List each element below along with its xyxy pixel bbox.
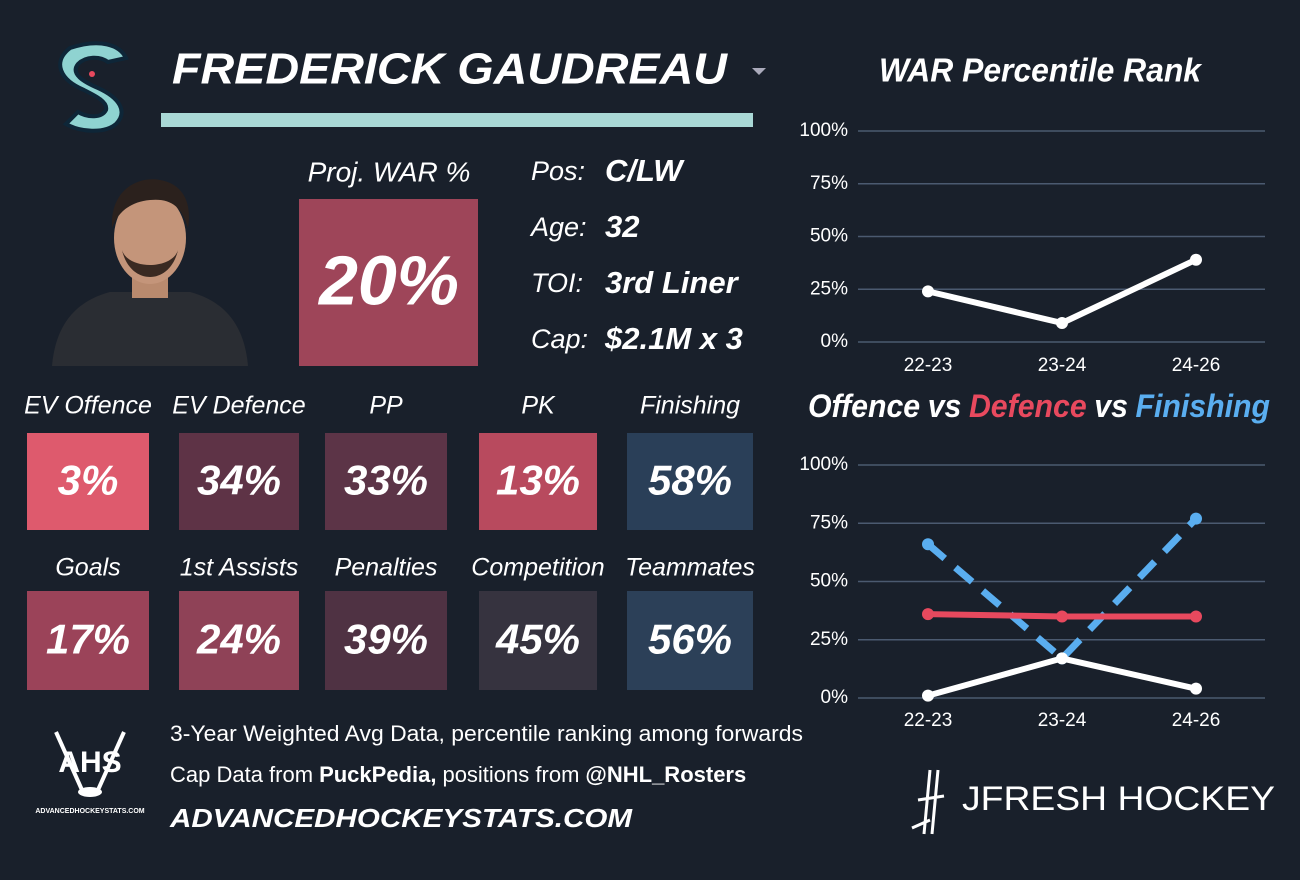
point bbox=[1056, 652, 1068, 665]
y-tick-label: 100% bbox=[799, 120, 848, 141]
tile bbox=[325, 591, 447, 690]
profile-value: 3rd Liner bbox=[605, 265, 740, 300]
dropdown-caret[interactable] bbox=[752, 68, 766, 75]
x-tick-label: 23-24 bbox=[1038, 710, 1087, 731]
tile bbox=[325, 433, 447, 530]
tile-label: Teammates bbox=[625, 554, 755, 582]
projection-label: Proj. WAR % bbox=[308, 156, 471, 187]
profile-label: Age: bbox=[529, 212, 587, 242]
tiles: EV Offence 3% EV Defence 34% PP 33% PK 13% Finis… bbox=[24, 392, 755, 690]
point bbox=[922, 285, 934, 298]
player-photo bbox=[52, 179, 248, 366]
title-joiner: vs bbox=[1094, 388, 1128, 424]
x-tick-label: 23-24 bbox=[1038, 355, 1087, 376]
y-tick-label: 50% bbox=[810, 226, 848, 247]
tile-label: Goals bbox=[55, 554, 120, 582]
point bbox=[1190, 512, 1202, 525]
name-underline bbox=[161, 113, 753, 127]
ahs-logo-text: AHS bbox=[58, 746, 121, 779]
ahs-logo-site: ADVANCEDHOCKEYSTATS.COM bbox=[35, 808, 144, 815]
tile bbox=[627, 433, 753, 530]
tile-value: 45% bbox=[495, 616, 580, 663]
point bbox=[1056, 317, 1068, 330]
tile-label: Finishing bbox=[640, 392, 740, 420]
y-tick-label: 25% bbox=[810, 629, 848, 650]
point bbox=[1190, 610, 1202, 623]
x-tick-label: 22-23 bbox=[904, 355, 953, 376]
cap-prefix: Cap Data from bbox=[170, 762, 313, 787]
positions-prefix: positions from bbox=[442, 762, 579, 787]
tile bbox=[627, 591, 753, 690]
projection-box bbox=[299, 199, 478, 366]
point bbox=[1056, 610, 1068, 623]
point bbox=[922, 689, 934, 702]
tile-label: EV Offence bbox=[24, 392, 152, 420]
point bbox=[922, 538, 934, 551]
title-joiner: vs bbox=[928, 388, 962, 424]
profile: Pos: C/LW Age: 32 TOI: 3rd Liner Cap: $2.1M x 3 bbox=[529, 153, 743, 356]
y-tick-label: 0% bbox=[821, 331, 849, 352]
footer-note: 3-Year Weighted Avg Data, percentile ran… bbox=[170, 721, 803, 746]
y-tick-label: 75% bbox=[810, 512, 848, 533]
tile bbox=[27, 433, 149, 530]
chart-title: Offencevs Defencevs Finishing bbox=[808, 388, 1270, 424]
tile bbox=[479, 591, 597, 690]
tile-label: PP bbox=[369, 392, 403, 420]
y-tick-label: 0% bbox=[821, 687, 849, 708]
y-tick-label: 75% bbox=[810, 173, 848, 194]
tile-value: 24% bbox=[196, 616, 281, 663]
tile-label: Penalties bbox=[335, 554, 438, 582]
tile bbox=[479, 433, 597, 530]
profile-value: C/LW bbox=[605, 153, 685, 188]
point bbox=[1190, 682, 1202, 695]
chart-title: WAR Percentile Rank bbox=[879, 52, 1203, 89]
tile bbox=[179, 433, 299, 530]
x-tick-label: 22-23 bbox=[904, 710, 953, 731]
tile-value: 17% bbox=[46, 616, 130, 663]
tile bbox=[27, 591, 149, 690]
y-tick-label: 50% bbox=[810, 571, 848, 592]
profile-label: Cap: bbox=[531, 324, 588, 354]
footer-sources: Cap Data from PuckPedia, positions from @NH… bbox=[170, 762, 746, 787]
tile-label: Competition bbox=[471, 554, 604, 582]
tile-label: PK bbox=[521, 392, 556, 420]
legend-entry: Defence bbox=[969, 388, 1087, 424]
x-tick-label: 24-26 bbox=[1172, 710, 1221, 731]
tile-value: 58% bbox=[648, 457, 732, 504]
x-tick-label: 24-26 bbox=[1172, 355, 1221, 376]
y-tick-label: 100% bbox=[799, 454, 848, 475]
tile-value: 34% bbox=[197, 457, 281, 504]
cap-source: PuckPedia, bbox=[319, 762, 436, 787]
legend-entry: Offence bbox=[808, 388, 920, 424]
tile-value: 13% bbox=[496, 457, 580, 504]
positions-source: @NHL_Rosters bbox=[585, 762, 746, 787]
profile-value: 32 bbox=[605, 209, 639, 244]
point bbox=[1190, 253, 1202, 266]
line bbox=[925, 516, 1199, 662]
profile-label: TOI: bbox=[531, 268, 583, 298]
tile-label: EV Defence bbox=[172, 392, 305, 420]
tile-value: 3% bbox=[58, 457, 119, 504]
player-name: FREDERICK GAUDREAU bbox=[172, 45, 728, 94]
brand-text: JFRESH HOCKEY bbox=[962, 780, 1275, 818]
profile-value: $2.1M x 3 bbox=[604, 321, 743, 356]
profile-label: Pos: bbox=[531, 156, 585, 186]
projection-value: 20% bbox=[317, 241, 459, 319]
website: ADVANCEDHOCKEYSTATS.COM bbox=[169, 803, 634, 833]
team-logo bbox=[58, 41, 129, 133]
y-tick-label: 25% bbox=[810, 278, 848, 299]
tile-value: 33% bbox=[344, 457, 428, 504]
point bbox=[922, 608, 934, 621]
tile-label: 1st Assists bbox=[180, 554, 299, 582]
brand-logo: JFRESH HOCKEY bbox=[911, 769, 1275, 835]
ahs-logo: AHS ADVANCEDHOCKEYSTATS.COM bbox=[35, 731, 145, 815]
legend-entry: Finishing bbox=[1135, 388, 1270, 424]
war-chart: 0% 25% 50% 75% 100% 22-23 23-24 24-26 WAR Percen… bbox=[799, 52, 1265, 376]
tile-value: 56% bbox=[648, 616, 732, 663]
tile bbox=[179, 591, 299, 690]
tile-value: 39% bbox=[344, 616, 428, 663]
